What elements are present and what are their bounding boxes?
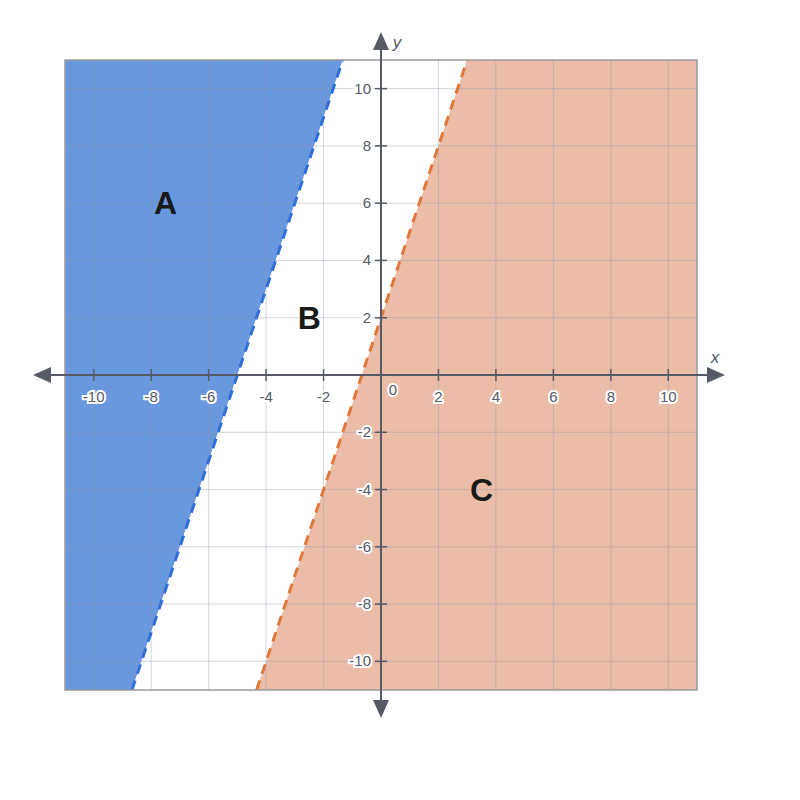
x-axis-arrow xyxy=(33,367,51,383)
x-tick-label: -6 xyxy=(202,388,215,405)
y-tick-label: -10 xyxy=(349,652,371,669)
x-tick xyxy=(553,369,555,381)
y-tick xyxy=(375,489,387,491)
y-tick-label: -2 xyxy=(358,423,371,440)
y-tick-label: 2 xyxy=(363,309,371,326)
x-tick-label: 2 xyxy=(434,388,442,405)
x-tick-label: 0 xyxy=(389,381,397,398)
x-tick xyxy=(380,369,382,381)
y-tick xyxy=(375,317,387,319)
grid-line-y xyxy=(65,145,697,146)
grid-line-y xyxy=(65,317,697,318)
grid-line-x xyxy=(151,60,152,690)
y-tick xyxy=(375,432,387,434)
region-label: C xyxy=(470,472,493,508)
chart: -10 -8 -6 -4 -2 0 2 4 6 8 10 -10 -8 -6 -4 -2 2 4 6 8 10 x y A B C xyxy=(0,0,800,800)
x-axis-label: x xyxy=(710,348,720,367)
x-tick-label: 8 xyxy=(607,388,615,405)
x-axis-line xyxy=(43,374,715,376)
x-axis-arrow xyxy=(707,367,725,383)
region-label: A xyxy=(154,185,177,221)
grid-line-y xyxy=(65,432,697,433)
x-tick xyxy=(668,369,670,381)
region-label: B xyxy=(298,300,321,336)
x-tick xyxy=(610,369,612,381)
grid-line-x xyxy=(208,60,209,690)
x-tick-label: -10 xyxy=(83,388,105,405)
y-axis-arrow xyxy=(373,700,389,718)
grid-line-x xyxy=(668,60,669,690)
grid-line-x xyxy=(323,60,324,690)
grid-line-y xyxy=(65,489,697,490)
x-tick xyxy=(265,369,267,381)
y-tick-label: -6 xyxy=(358,538,371,555)
y-tick xyxy=(375,202,387,204)
y-tick-label: -8 xyxy=(358,595,371,612)
grid-line-x xyxy=(93,60,94,690)
y-axis-line xyxy=(380,42,382,708)
y-tick-label: 10 xyxy=(354,80,371,97)
y-tick xyxy=(375,145,387,147)
x-tick-label: -4 xyxy=(259,388,272,405)
axes xyxy=(33,32,725,718)
x-tick-label: 10 xyxy=(660,388,677,405)
y-axis-arrow xyxy=(373,32,389,50)
grid-line-x xyxy=(266,60,267,690)
y-tick xyxy=(375,603,387,605)
x-tick-label: -2 xyxy=(317,388,330,405)
grid-line-y xyxy=(65,260,697,261)
y-tick xyxy=(375,661,387,663)
y-tick xyxy=(375,88,387,90)
x-tick xyxy=(323,369,325,381)
y-tick-label: 8 xyxy=(363,137,371,154)
x-tick xyxy=(93,369,95,381)
x-tick xyxy=(495,369,497,381)
x-tick xyxy=(150,369,152,381)
x-tick-label: 6 xyxy=(549,388,557,405)
grid-line-y xyxy=(65,661,697,662)
y-tick-label: 4 xyxy=(363,251,371,268)
grid-line-x xyxy=(553,60,554,690)
x-tick-label: 4 xyxy=(492,388,500,405)
y-tick xyxy=(375,546,387,548)
y-axis-label: y xyxy=(392,33,403,52)
y-tick xyxy=(375,260,387,262)
y-tick-label: 6 xyxy=(363,194,371,211)
grid-line-x xyxy=(495,60,496,690)
grid-line-y xyxy=(65,88,697,89)
x-tick-label: -8 xyxy=(145,388,158,405)
grid-line-y xyxy=(65,546,697,547)
grid-line-x xyxy=(438,60,439,690)
grid-line-x xyxy=(610,60,611,690)
x-tick xyxy=(208,369,210,381)
x-tick xyxy=(438,369,440,381)
y-tick-label: -4 xyxy=(358,481,371,498)
